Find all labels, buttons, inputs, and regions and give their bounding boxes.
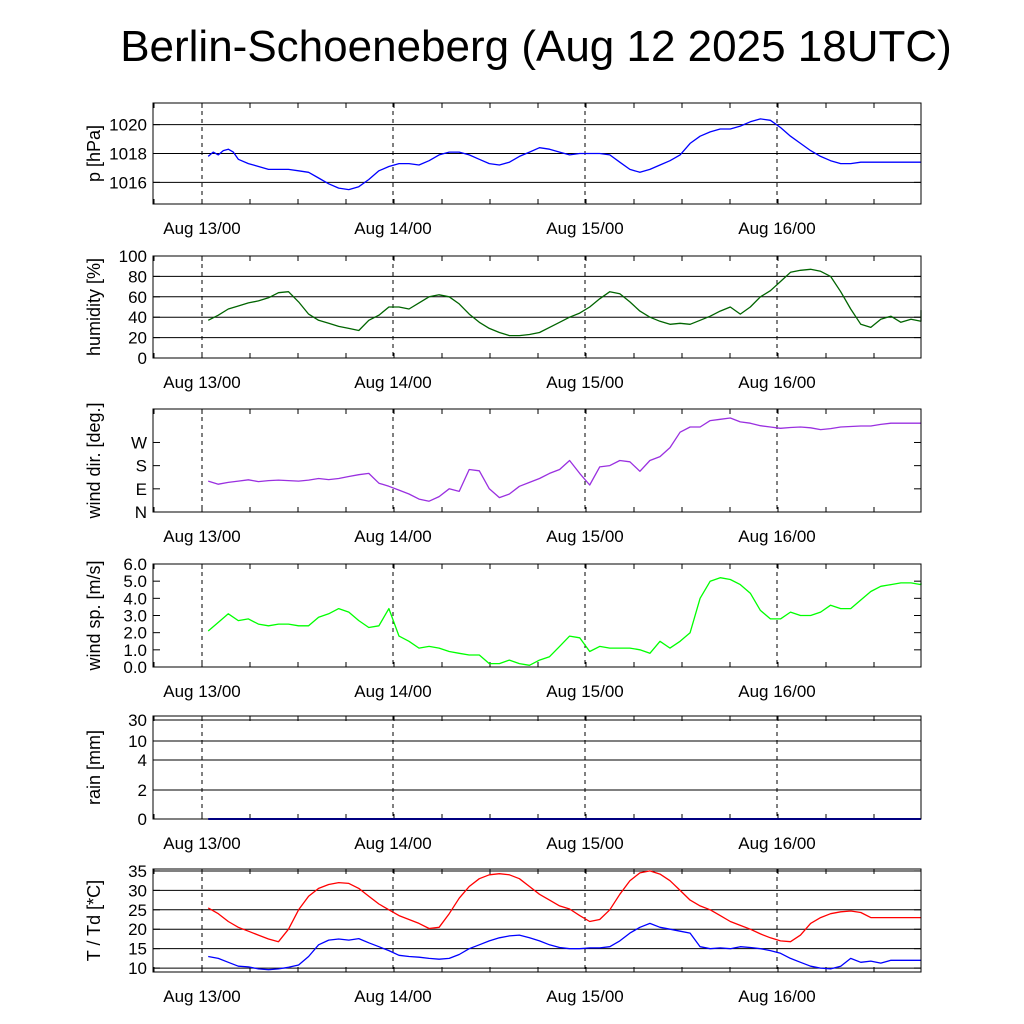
y-axis-label: p [hPa]	[84, 125, 104, 182]
series-line-0-0	[207, 118, 921, 191]
y-tick-label: 4	[138, 751, 147, 770]
y-axis-label: wind dir. [deg.]	[84, 402, 104, 519]
panel-4: 0 2 410 30 rain [mm] Aug 13/00 Aug 14/00 Aug 15…	[84, 711, 922, 853]
series-line-2-0	[208, 417, 921, 502]
x-tick-label: Aug 16/00	[738, 987, 816, 1006]
x-tick-label: Aug 15/00	[546, 682, 624, 701]
x-tick-label: Aug 13/00	[163, 834, 241, 853]
y-tick-label: 35	[128, 862, 147, 881]
x-tick-label: Aug 16/00	[738, 219, 816, 238]
y-axis-label: wind sp. [m/s]	[84, 560, 104, 671]
x-tick-label: Aug 15/00	[546, 373, 624, 392]
panel-3: 0.01.02.03.04.05.06.0 wind sp. [m/s] Aug 1…	[84, 555, 922, 701]
x-tick-label: Aug 13/00	[163, 527, 241, 546]
y-tick-label: 4.0	[123, 589, 147, 608]
y-tick-label: 20	[128, 329, 147, 348]
x-tick-label: Aug 14/00	[354, 987, 432, 1006]
y-tick-label: 2	[138, 781, 147, 800]
y-tick-label: 10	[128, 732, 147, 751]
panel-frame	[152, 408, 922, 513]
x-tick-label: Aug 13/00	[163, 987, 241, 1006]
series-line-3-0	[207, 577, 922, 666]
y-tick-label: 1.0	[123, 641, 147, 660]
x-tick-label: Aug 13/00	[163, 373, 241, 392]
y-axis-label: humidity [%]	[84, 258, 104, 356]
x-tick-label: Aug 14/00	[354, 682, 432, 701]
x-tick-label: Aug 16/00	[738, 373, 816, 392]
y-tick-label: 6.0	[123, 555, 147, 574]
y-tick-label: 1016	[109, 173, 147, 192]
y-axis-label: T / Td [*C]	[84, 880, 104, 961]
y-tick-label: 15	[128, 940, 147, 959]
y-tick-label: 80	[128, 267, 147, 286]
x-tick-label: Aug 16/00	[738, 834, 816, 853]
y-tick-label: W	[131, 433, 147, 452]
x-tick-label: Aug 13/00	[163, 219, 241, 238]
panel-0: 1016 1018 1020 p [hPa] Aug 13/00 Aug 14/00 Aug…	[84, 102, 922, 238]
panel-frame	[152, 255, 922, 359]
y-tick-label: 0.0	[123, 658, 147, 677]
x-tick-label: Aug 15/00	[546, 834, 624, 853]
y-tick-label: 1020	[109, 116, 147, 135]
series-line-1-0	[207, 268, 922, 337]
y-tick-label: 20	[128, 920, 147, 939]
y-tick-label: 60	[128, 288, 147, 307]
x-tick-label: Aug 15/00	[546, 219, 624, 238]
x-tick-label: Aug 13/00	[163, 682, 241, 701]
x-tick-label: Aug 14/00	[354, 834, 432, 853]
x-tick-label: Aug 16/00	[738, 527, 816, 546]
y-tick-label: 0	[138, 349, 147, 368]
y-tick-label: 25	[128, 901, 147, 920]
panel-frame	[152, 563, 922, 668]
y-tick-label: 5.0	[123, 572, 147, 591]
y-tick-label: E	[136, 480, 147, 499]
chart-title: Berlin-Schoeneberg (Aug 12 2025 18UTC)	[120, 22, 952, 71]
series-line-5-1	[208, 922, 921, 971]
x-tick-label: Aug 15/00	[546, 527, 624, 546]
y-tick-label: 100	[119, 247, 147, 266]
y-tick-label: 40	[128, 308, 147, 327]
x-tick-label: Aug 16/00	[738, 682, 816, 701]
y-tick-label: 0	[138, 810, 147, 829]
x-tick-label: Aug 14/00	[354, 219, 432, 238]
y-tick-label: S	[136, 457, 147, 476]
y-tick-label: 30	[128, 711, 147, 730]
panel-frame	[152, 715, 922, 820]
y-axis-label: rain [mm]	[84, 730, 104, 805]
y-tick-label: 10	[128, 959, 147, 978]
y-tick-label: 2.0	[123, 624, 147, 643]
series-line-5-0	[207, 870, 921, 943]
x-tick-label: Aug 15/00	[546, 987, 624, 1006]
panel-frame	[152, 868, 922, 973]
y-tick-label: 3.0	[123, 607, 147, 626]
x-tick-label: Aug 14/00	[354, 373, 432, 392]
panel-frame	[152, 102, 922, 205]
y-tick-label: 1018	[109, 145, 147, 164]
x-tick-label: Aug 14/00	[354, 527, 432, 546]
y-tick-label: N	[135, 503, 147, 522]
y-tick-label: 30	[128, 881, 147, 900]
